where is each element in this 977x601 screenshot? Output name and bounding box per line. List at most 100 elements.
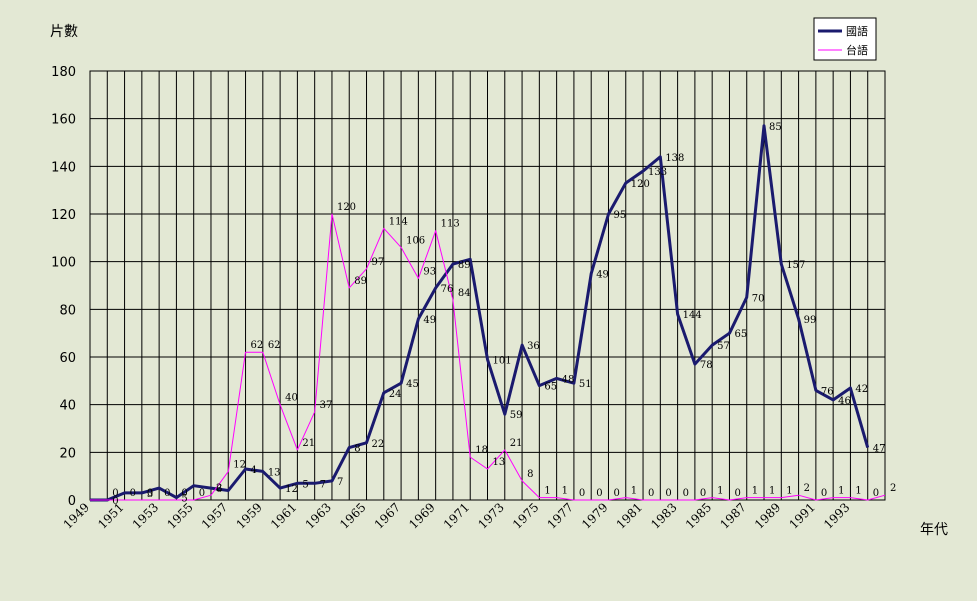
data-label-taiwanese: 62: [251, 340, 264, 351]
data-label-taiwanese: 1: [786, 486, 792, 497]
data-label-mandarin: 8: [354, 444, 360, 455]
data-label-taiwanese: 40: [285, 393, 298, 404]
data-label-taiwanese: 0: [164, 488, 170, 499]
data-label-mandarin: 12: [285, 484, 298, 495]
data-label-taiwanese: 113: [441, 219, 460, 230]
x-axis-title: 年代: [920, 522, 948, 538]
data-label-mandarin: 5: [302, 479, 308, 490]
data-label-taiwanese: 37: [320, 400, 333, 411]
x-tick-label: 1989: [752, 500, 783, 531]
legend-label-taiwanese: 台語: [846, 43, 868, 57]
x-tick-label: 1959: [233, 500, 264, 531]
data-label-taiwanese: 0: [683, 488, 689, 499]
data-label-taiwanese: 2: [890, 483, 896, 494]
data-label-taiwanese: 0: [700, 488, 706, 499]
data-label-mandarin: 57: [717, 341, 730, 352]
data-label-taiwanese: 62: [268, 340, 281, 351]
data-label-mandarin: 4: [251, 465, 257, 476]
data-label-mandarin: 13: [268, 467, 281, 478]
data-label-mandarin: 51: [579, 379, 592, 390]
series-lines: [90, 124, 886, 502]
x-tick-label: 1987: [717, 500, 748, 531]
data-label-mandarin: 95: [613, 210, 626, 221]
data-label-taiwanese: 0: [648, 488, 654, 499]
data-label-taiwanese: 2: [804, 483, 810, 494]
y-tick-label: 80: [59, 303, 76, 318]
data-label-mandarin: 7: [320, 479, 326, 490]
data-label-mandarin: 49: [596, 270, 609, 281]
data-label-mandarin: 89: [458, 260, 471, 271]
data-label-mandarin: 85: [769, 122, 782, 133]
data-label-mandarin: 6: [216, 484, 222, 495]
y-tick-label: 60: [59, 351, 76, 366]
x-tick-label: 1985: [683, 500, 714, 531]
x-tick-label: 1949: [61, 500, 92, 531]
data-label-mandarin: 133: [648, 167, 667, 178]
x-tick-label: 1979: [579, 500, 610, 531]
x-tick-label: 1983: [648, 500, 679, 531]
x-tick-label: 1971: [441, 500, 472, 531]
data-label-taiwanese: 0: [873, 488, 879, 499]
x-tick-label: 1961: [268, 500, 299, 531]
x-tick-label: 1969: [406, 500, 437, 531]
data-label-mandarin: 70: [752, 293, 765, 304]
data-label-taiwanese: 0: [130, 488, 136, 499]
y-tick-label: 0: [68, 494, 76, 509]
data-label-mandarin: 101: [493, 355, 512, 366]
x-tick-label: 1957: [199, 500, 230, 531]
series-line-mandarin: [90, 124, 870, 502]
legend: 國語 台語: [813, 17, 877, 61]
y-tick-label: 100: [51, 256, 76, 271]
data-label-taiwanese: 2: [216, 483, 222, 494]
data-label-mandarin: 157: [786, 260, 805, 271]
data-label-taiwanese: 21: [302, 438, 315, 449]
y-tick-label: 40: [59, 399, 76, 414]
data-label-mandarin: 99: [804, 315, 817, 326]
x-tick-label: 1993: [821, 500, 852, 531]
data-label-mandarin: 76: [441, 284, 454, 295]
data-label-taiwanese: 0: [579, 488, 585, 499]
x-tick-label: 1953: [130, 500, 161, 531]
x-tick-label: 1955: [164, 500, 195, 531]
x-tick-label: 1977: [545, 500, 576, 531]
data-label-taiwanese: 0: [112, 488, 118, 499]
y-tick-label: 20: [59, 446, 76, 461]
data-label-mandarin: 78: [700, 360, 713, 371]
data-label-mandarin: 7: [337, 477, 343, 488]
data-label-mandarin: 24: [389, 389, 402, 400]
data-label-taiwanese: 1: [544, 486, 550, 497]
data-label-mandarin: 65: [544, 382, 557, 393]
y-tick-label: 160: [51, 113, 76, 128]
data-label-mandarin: 65: [734, 329, 747, 340]
data-label-taiwanese: 1: [769, 486, 775, 497]
data-label-taiwanese: 0: [181, 488, 187, 499]
data-label-taiwanese: 93: [423, 266, 436, 277]
data-label-mandarin: 3: [147, 489, 153, 500]
series-line-taiwanese: [90, 213, 886, 501]
x-tick-label: 1981: [614, 500, 645, 531]
data-label-mandarin: 59: [510, 410, 523, 421]
data-label-taiwanese: 12: [233, 459, 246, 470]
x-tick-label: 1967: [372, 500, 403, 531]
data-label-mandarin: 45: [406, 379, 419, 390]
data-label-taiwanese: 8: [527, 469, 533, 480]
data-label-taiwanese: 18: [475, 445, 488, 456]
x-tick-label: 1991: [786, 500, 817, 531]
data-label-taiwanese: 97: [372, 257, 385, 268]
x-tick-label: 1965: [337, 500, 368, 531]
data-label-mandarin: 0: [112, 496, 118, 507]
data-label-taiwanese: 0: [734, 488, 740, 499]
data-label-mandarin: 144: [683, 310, 702, 321]
data-label-taiwanese: 0: [613, 488, 619, 499]
legend-label-mandarin: 國語: [846, 24, 868, 38]
data-label-mandarin: 5: [181, 494, 187, 505]
y-axis-title: 片數: [50, 24, 78, 40]
data-label-taiwanese: 114: [389, 216, 408, 227]
y-tick-label: 180: [51, 65, 76, 80]
data-label-mandarin: 120: [631, 179, 650, 190]
x-tick-label: 1951: [95, 500, 126, 531]
data-label-taiwanese: 89: [354, 276, 367, 287]
data-label-mandarin: 46: [838, 396, 851, 407]
